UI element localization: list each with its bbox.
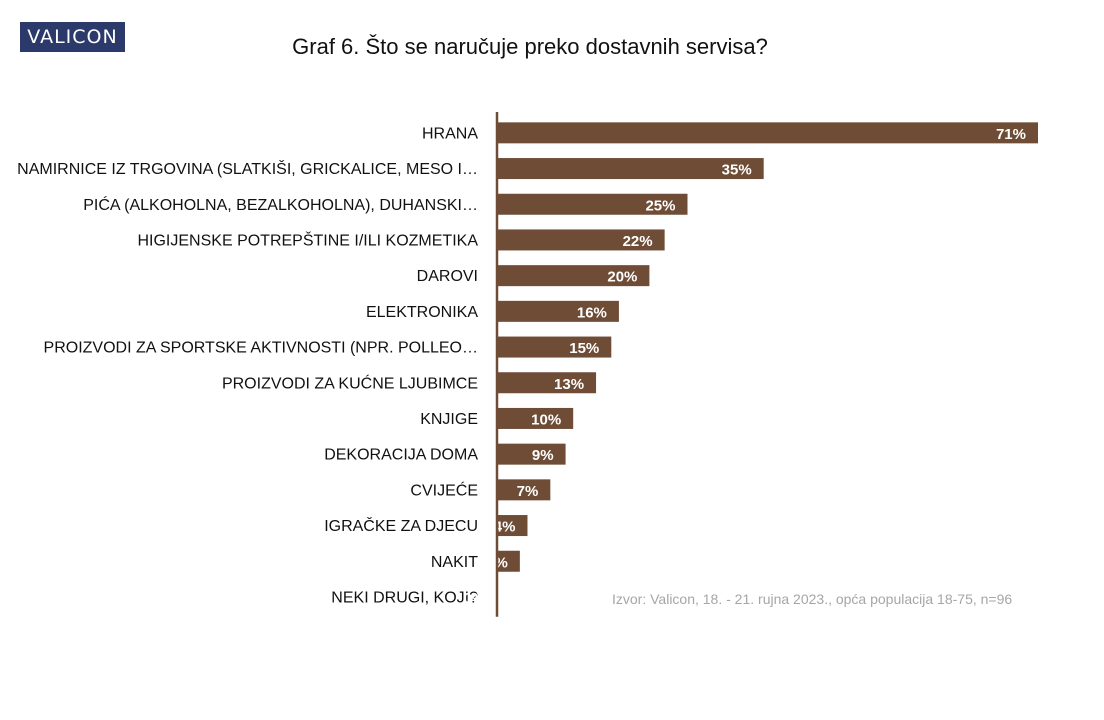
value-label: 15% — [569, 340, 599, 357]
value-label: 0% — [463, 590, 485, 607]
category-label: CVIJEĆE — [410, 480, 478, 499]
bar — [497, 479, 551, 501]
bar — [497, 158, 764, 180]
value-label: 25% — [645, 197, 675, 214]
value-label: 20% — [607, 269, 637, 286]
category-label: ELEKTRONIKA — [366, 304, 478, 321]
value-label: 10% — [531, 411, 561, 428]
bar — [497, 550, 520, 572]
category-label: NAKIT — [431, 554, 478, 571]
category-label: HRANA — [422, 125, 478, 142]
bar — [497, 515, 528, 537]
value-label: 13% — [554, 376, 584, 393]
chart-title: Graf 6. Što se naručuje preko dostavnih … — [292, 34, 768, 59]
category-label: NEKI DRUGI, KOJI? — [331, 589, 478, 606]
value-label: 16% — [577, 304, 607, 321]
bar — [497, 300, 619, 322]
bar — [497, 443, 566, 465]
value-label: 71% — [996, 126, 1026, 143]
category-label: HIGIJENSKE POTREPŠTINE I/ILI KOZMETIKA — [137, 230, 478, 249]
category-label: PROIZVODI ZA KUĆNE LJUBIMCE — [222, 373, 478, 392]
bar — [497, 407, 574, 429]
valicon-logo: VALICON — [20, 22, 125, 52]
bar — [497, 122, 1038, 144]
bar — [497, 265, 650, 287]
category-label: PROIZVODI ZA SPORTSKE AKTIVNOSTI (NPR. P… — [44, 340, 478, 357]
category-label: DEKORACIJA DOMA — [324, 447, 478, 464]
category-label: PIĆA (ALKOHOLNA, BEZALKOHOLNA), DUHANSKI… — [83, 195, 478, 214]
value-label: 9% — [532, 447, 554, 464]
bar — [497, 372, 597, 394]
value-label: 35% — [722, 162, 752, 179]
bar — [497, 229, 665, 251]
value-label: 7% — [517, 483, 539, 500]
category-label: NAMIRNICE IZ TRGOVINA (SLATKIŠI, GRICKAL… — [17, 159, 478, 178]
category-label: KNJIGE — [420, 411, 478, 428]
value-label: 4% — [494, 519, 516, 536]
bar — [497, 193, 688, 215]
value-label: 22% — [623, 233, 653, 250]
category-label: DAROVI — [417, 268, 478, 285]
bar — [497, 336, 612, 358]
category-label: IGRAČKE ZA DJECU — [324, 516, 478, 535]
source-note: Izvor: Valicon, 18. - 21. rujna 2023., o… — [612, 591, 1013, 607]
